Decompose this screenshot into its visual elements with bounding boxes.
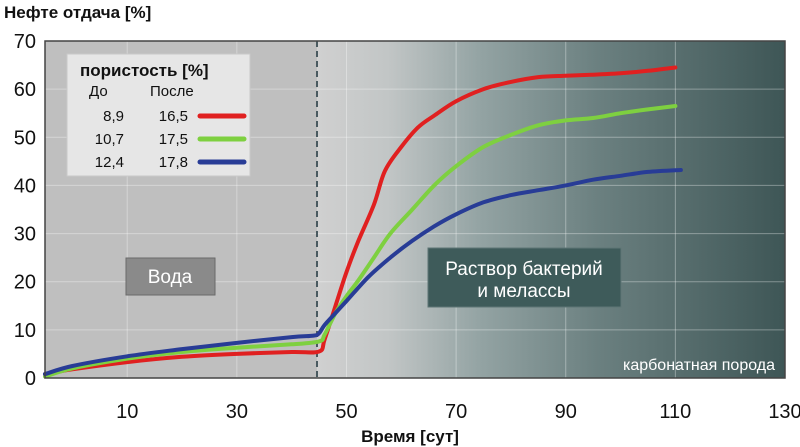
- legend-col-after: После: [150, 83, 194, 100]
- series-line-1: [43, 65, 678, 377]
- x-tick-label: 50: [335, 401, 357, 423]
- legend-after-value: 17,8: [159, 154, 188, 171]
- zone-label-water: Вода: [148, 267, 193, 288]
- x-tick-label: 30: [226, 401, 248, 423]
- legend-after-value: 17,5: [159, 131, 188, 148]
- series-line-2: [43, 104, 678, 379]
- series-layer: [43, 65, 683, 379]
- zone-label-solution-line2: и мелассы: [477, 281, 570, 302]
- x-tick-label: 10: [116, 401, 138, 423]
- plot-frame: [44, 40, 786, 379]
- legend: пористость [%] До После 8,9 16,5 10,7 17,5 1…: [66, 53, 251, 177]
- y-tick-label: 10: [14, 320, 36, 342]
- legend-before-value: 12,4: [95, 154, 124, 171]
- series-line-3: [43, 168, 683, 377]
- y-tick-label: 50: [14, 127, 36, 149]
- y-tick-label: 30: [14, 224, 36, 246]
- legend-before-value: 10,7: [95, 131, 124, 148]
- y-tick-label: 40: [14, 175, 36, 197]
- zone-label-water-box: Вода: [125, 257, 216, 296]
- plot-background-solution: [317, 41, 785, 378]
- legend-before-value: 8,9: [103, 108, 124, 125]
- x-tick-label: 70: [445, 401, 467, 423]
- x-tick-label: 130: [768, 401, 800, 423]
- x-tick-label: 90: [555, 401, 577, 423]
- legend-after-value: 16,5: [159, 108, 188, 125]
- x-tick-label: 110: [659, 401, 691, 423]
- legend-rows: 8,9 16,5 10,7 17,5 12,4 17,8: [95, 108, 247, 171]
- legend-title: пористость [%]: [80, 61, 209, 80]
- zone-label-solution-line1: Раствор бактерий: [445, 259, 603, 280]
- y-tick-label: 70: [14, 31, 36, 53]
- rock-type-label: карбонатная порода: [623, 357, 775, 374]
- y-tick-label: 0: [25, 368, 36, 390]
- y-axis-title: Нефте отдача [%]: [4, 3, 151, 22]
- zone-label-solution-box: Раствор бактерий и мелассы: [427, 247, 622, 308]
- tick-labels: 0 10 20 30 40 50 60 70 10 30 50 70 90 110 130: [14, 31, 800, 423]
- x-axis-title: Время [сут]: [361, 427, 459, 446]
- y-tick-label: 20: [14, 272, 36, 294]
- legend-col-before: До: [89, 83, 108, 100]
- y-tick-label: 60: [14, 79, 36, 101]
